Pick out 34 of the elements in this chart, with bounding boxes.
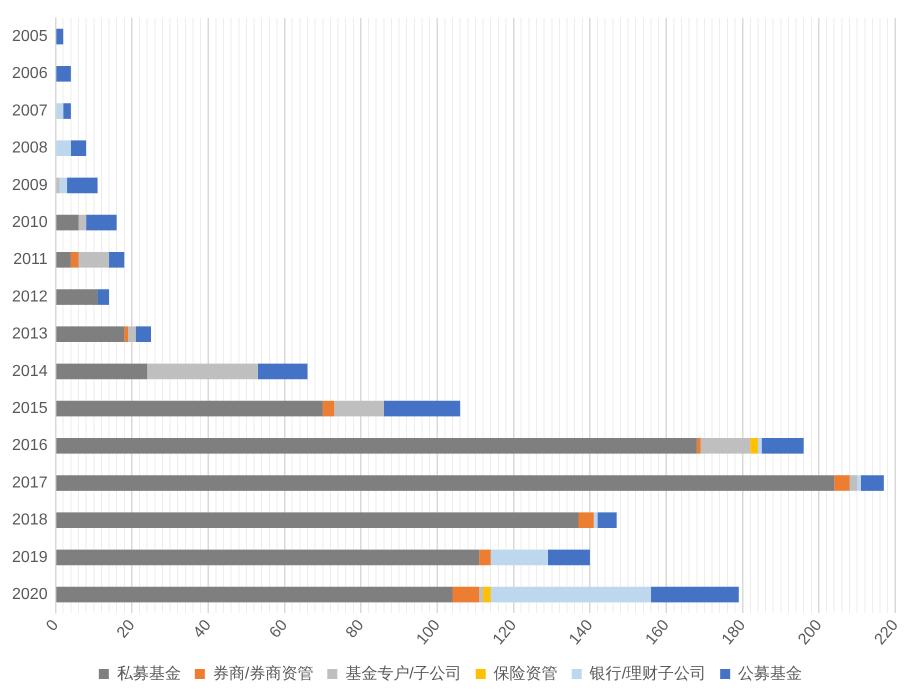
legend-label: 券商/券商资管	[212, 664, 314, 682]
x-tick-label: 200	[795, 616, 826, 648]
x-tick-label: 20	[114, 616, 138, 642]
legend-label: 保险资管	[494, 664, 558, 682]
legend-label: 公募基金	[738, 664, 802, 682]
x-tick-label: 0	[43, 616, 62, 635]
x-tick-label: 40	[190, 616, 215, 642]
y-tick-label: 2019	[12, 548, 48, 566]
y-tick-label: 2013	[12, 326, 48, 343]
y-tick-label: 2011	[13, 251, 48, 268]
x-tick-label: 100	[414, 616, 444, 648]
y-tick-label: 2014	[12, 362, 48, 380]
x-tick-label: 140	[566, 616, 596, 648]
y-tick-label: 2005	[12, 28, 48, 46]
y-tick-label: 2018	[12, 512, 48, 529]
x-tick-label: 160	[642, 616, 673, 648]
x-tick-label: 180	[718, 616, 750, 648]
y-tick-label: 2009	[12, 176, 48, 194]
y-tick-label: 2020	[12, 586, 48, 604]
y-tick-label: 2006	[12, 65, 48, 82]
y-tick-label: 2012	[12, 288, 48, 306]
y-tick-label: 2008	[12, 140, 48, 157]
x-tick-label: 80	[342, 616, 368, 642]
x-tick-label: 220	[872, 616, 902, 648]
y-tick-label: 2007	[12, 102, 48, 120]
y-tick-label: 2010	[12, 214, 48, 232]
legend-label: 银行/理财子公司	[588, 664, 706, 682]
y-tick-label: 2017	[12, 474, 48, 492]
x-tick-label: 120	[490, 616, 520, 648]
legend-label: 私募基金	[116, 664, 181, 682]
y-tick-label: 2016	[12, 437, 48, 454]
y-tick-label: 2015	[12, 400, 48, 418]
x-tick-label: 60	[266, 616, 292, 642]
legend-label: 基金专户/子公司	[345, 664, 462, 682]
